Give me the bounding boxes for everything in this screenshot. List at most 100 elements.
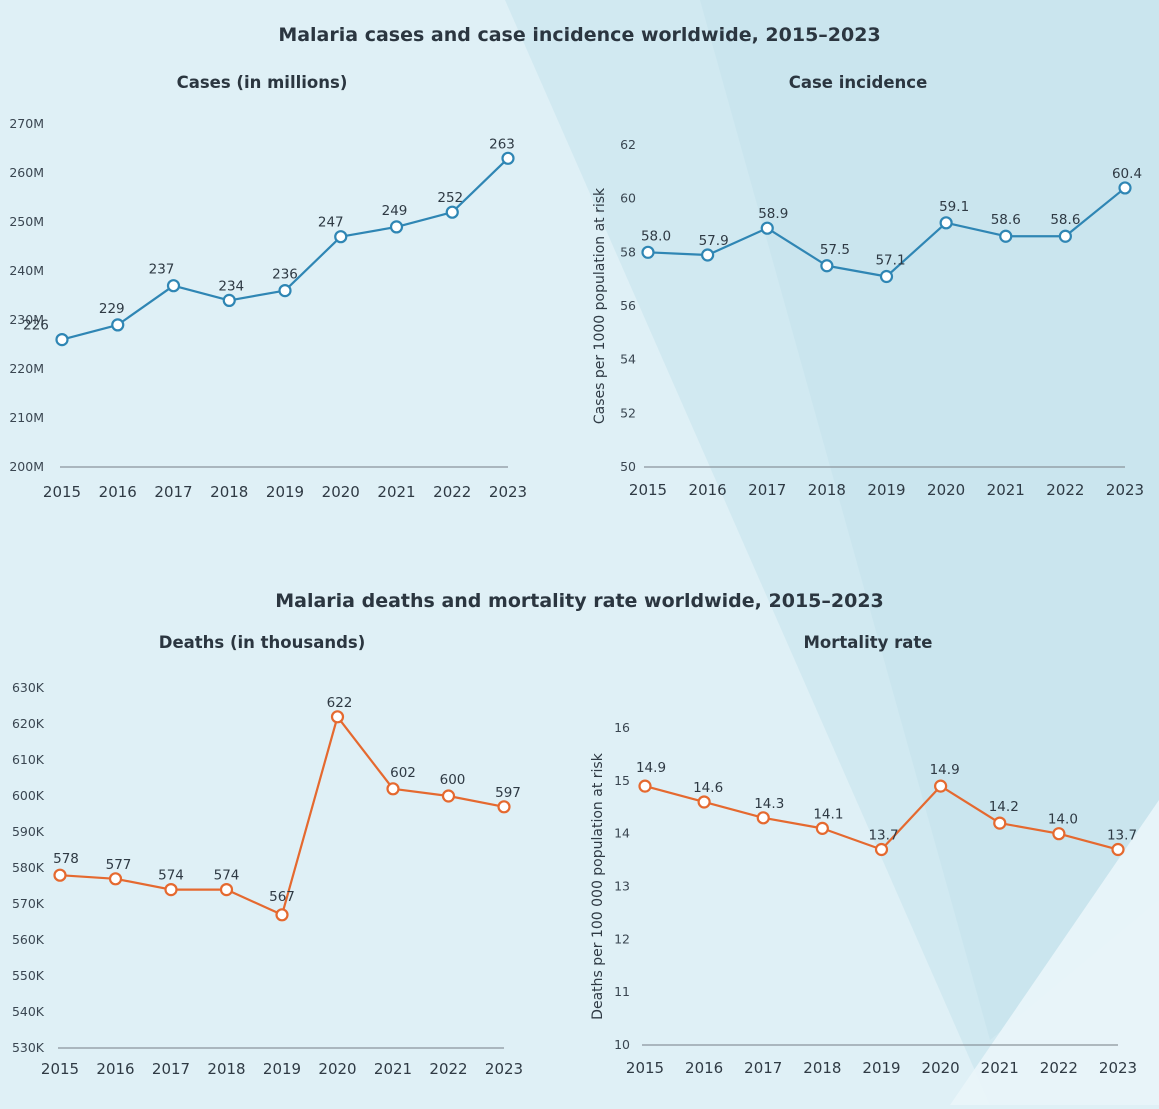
data-label: 14.1 [813,806,843,822]
x-tick-label: 2018 [803,1059,841,1077]
series-line [61,157,509,341]
y-tick-label: 220M [9,361,44,376]
data-label: 226 [23,318,49,334]
data-point [1118,181,1132,195]
x-tick-label: 2020 [322,483,360,501]
data-point [501,151,515,165]
y-tick-label: 620K [12,716,45,731]
x-tick-label: 2019 [867,481,905,499]
x-tick-label: 2018 [808,481,846,499]
x-tick-label: 2016 [685,1059,723,1077]
y-tick-label: 260M [9,165,44,180]
x-tick-label: 2020 [927,481,965,499]
mortality-rate-chart: Mortality rate Deaths per 100 000 populat… [580,620,1159,1105]
data-label: 597 [495,785,521,801]
cases-chart: Cases (in millions) 200M 210M 220M 230M 240M 2… [0,60,580,520]
data-label: 237 [149,262,175,278]
x-tick-label: 2017 [154,483,192,501]
x-tick-label: 2022 [433,483,471,501]
deaths-chart: Deaths (in thousands) 530K 540K 550K 560K 570… [0,620,580,1105]
case-incidence-chart-svg: Case incidence Cases per 1000 population … [592,73,1144,499]
y-tick-label: 13 [614,879,630,894]
data-label: 14.6 [693,780,723,796]
data-point [219,883,234,897]
x-tick-label: 2015 [41,1060,79,1078]
data-point [55,333,69,347]
x-tick-label: 2021 [987,481,1025,499]
y-tick-label: 16 [614,720,630,735]
y-tick-label: 600K [12,788,45,803]
cases-section-title: Malaria cases and case incidence worldwi… [278,24,881,46]
data-point [939,216,953,230]
x-tick-label: 2020 [318,1060,356,1078]
y-tick-label: 630K [12,680,45,695]
data-label: 57.1 [875,252,905,268]
chart-title: Deaths (in thousands) [159,633,366,652]
data-point [278,284,292,298]
x-tick-label: 2019 [862,1059,900,1077]
data-point [108,872,123,886]
y-tick-label: 58 [620,244,636,259]
data-point [993,816,1007,830]
data-point [760,221,774,235]
x-tick-label: 2022 [1040,1059,1078,1077]
data-point [701,248,715,262]
data-label: 14.9 [636,760,666,776]
y-tick-label: 60 [620,191,636,206]
x-tick-label: 2021 [374,1060,412,1078]
data-label: 600 [440,772,466,788]
y-tick-label: 56 [620,298,636,313]
y-tick-label: 540K [12,1004,45,1019]
y-tick-label: 11 [614,984,630,999]
x-tick-label: 2019 [266,483,304,501]
x-tick-label: 2023 [1106,481,1144,499]
x-tick-label: 2022 [1046,481,1084,499]
data-point [879,269,894,284]
mortality-rate-chart-svg: Mortality rate Deaths per 100 000 populat… [590,633,1137,1077]
x-tick-label: 2016 [96,1060,134,1078]
data-label: 577 [106,857,132,873]
data-point [334,230,348,244]
data-point [441,789,456,803]
data-label: 58.0 [641,228,671,244]
y-tick-label: 590K [12,824,45,839]
y-tick-label: 560K [12,932,45,947]
y-tick-label: 550K [12,968,45,983]
data-point [641,245,655,259]
y-tick-label: 12 [614,931,630,946]
x-tick-label: 2016 [689,481,727,499]
y-tick-label: 54 [620,352,636,367]
data-point [999,229,1013,243]
data-label: 14.2 [989,799,1019,815]
data-label: 14.9 [930,762,960,778]
data-label: 234 [218,278,244,294]
case-incidence-chart: Case incidence Cases per 1000 population … [580,60,1159,520]
x-tick-label: 2019 [263,1060,301,1078]
x-tick-label: 2023 [1099,1059,1137,1077]
x-tick-label: 2017 [748,481,786,499]
y-tick-label: 230M [9,312,44,327]
data-point [638,779,652,793]
data-point [53,868,67,882]
data-point [386,782,400,796]
data-point [756,811,770,825]
data-point [330,710,345,724]
data-point [697,795,711,809]
data-label: 578 [53,851,79,867]
y-tick-label: 10 [614,1037,630,1052]
x-tick-label: 2023 [489,483,527,501]
data-label: 13.7 [1107,828,1137,844]
series-line [59,715,505,916]
data-label: 57.5 [820,242,850,258]
data-point [445,205,459,219]
x-tick-label: 2018 [210,483,248,501]
y-axis-label: Deaths per 100 000 population at risk [590,752,606,1020]
data-label: 229 [99,301,125,317]
x-tick-label: 2021 [981,1059,1019,1077]
data-point [1111,842,1125,857]
x-tick-label: 2022 [429,1060,467,1078]
y-tick-label: 15 [614,773,630,788]
y-axis-label: Cases per 1000 population at risk [592,187,608,424]
data-label: 263 [489,136,515,152]
